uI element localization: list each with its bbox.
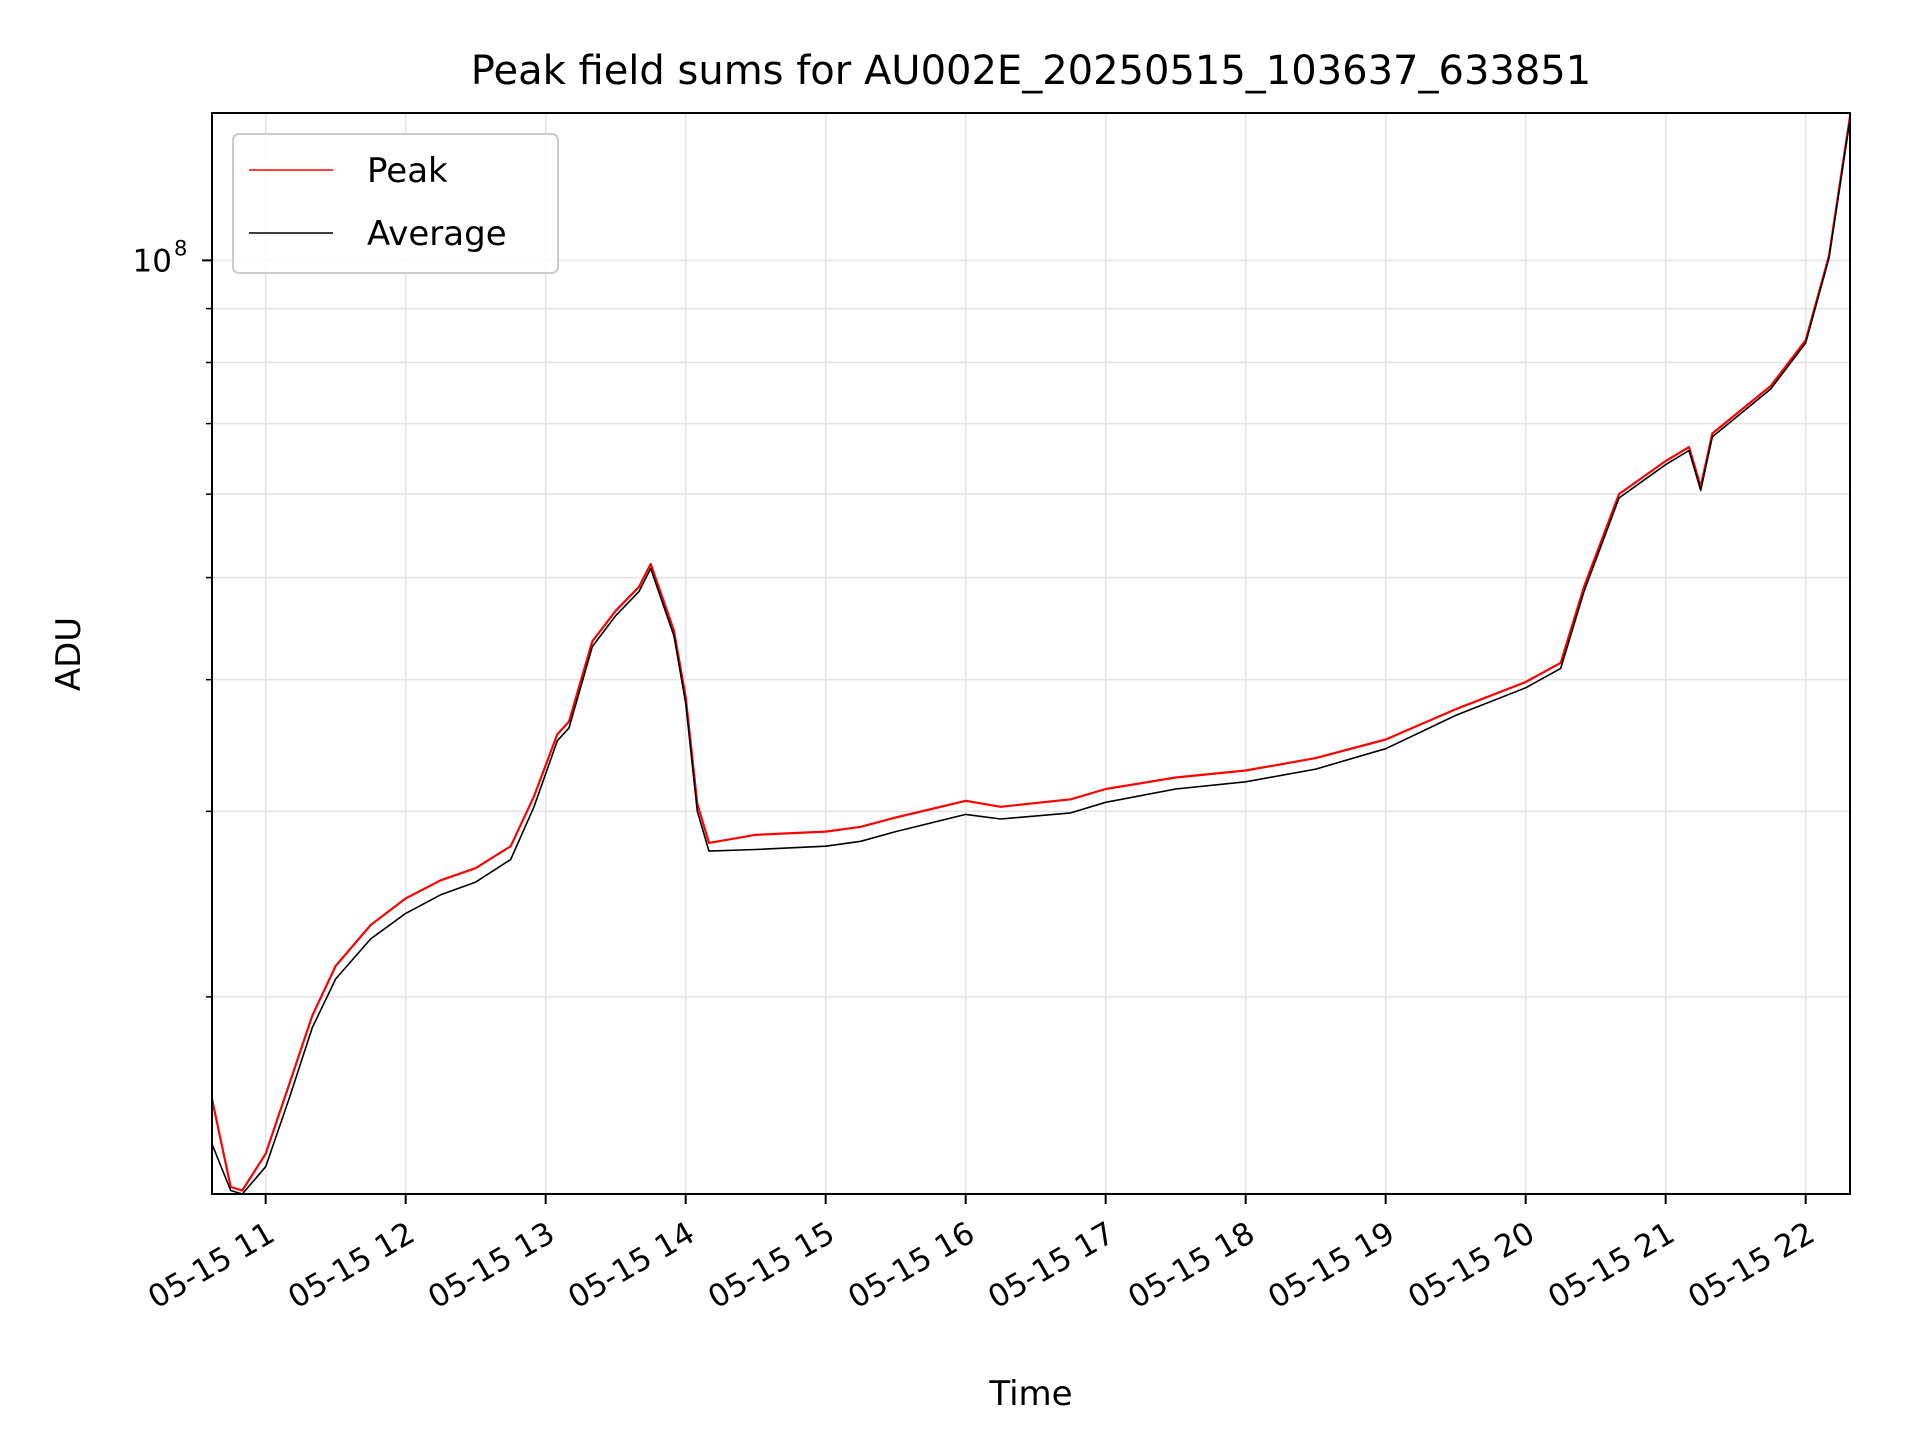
series-line-peak (212, 116, 1850, 1192)
chart-title: Peak field sums for AU002E_20250515_1036… (471, 48, 1591, 94)
series-line-average (212, 119, 1850, 1194)
plot-area (212, 116, 1850, 1194)
legend-box (232, 133, 559, 274)
grid-lines (212, 113, 1850, 1194)
y-tick-label: 10 8 (133, 236, 188, 279)
legend-label-average: Average (367, 214, 507, 254)
x-axis-label: Time (988, 1374, 1072, 1414)
plot-frame (211, 112, 1851, 1195)
y-axis-label: ADU (49, 617, 89, 691)
legend: Peak Average (232, 133, 559, 274)
y-tick-label-exponent: 8 (174, 236, 187, 260)
y-axis: 10 8 (133, 236, 212, 998)
y-tick-label-base: 10 (133, 243, 172, 279)
legend-label-peak: Peak (367, 151, 448, 191)
